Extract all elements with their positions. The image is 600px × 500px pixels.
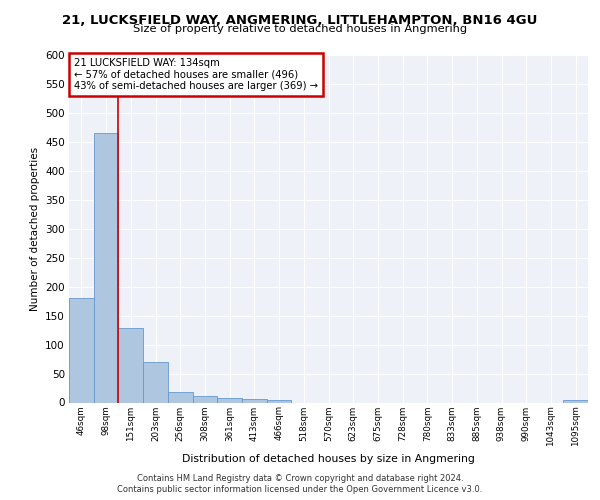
Bar [143,362,168,403]
Bar [242,399,267,402]
Bar [563,400,588,402]
Bar [217,398,242,402]
Bar [267,400,292,402]
X-axis label: Distribution of detached houses by size in Angmering: Distribution of detached houses by size … [182,454,475,464]
Text: 21, LUCKSFIELD WAY, ANGMERING, LITTLEHAMPTON, BN16 4GU: 21, LUCKSFIELD WAY, ANGMERING, LITTLEHAM… [62,14,538,27]
Bar [94,133,118,402]
Bar [118,328,143,402]
Bar [69,298,94,403]
Text: Size of property relative to detached houses in Angmering: Size of property relative to detached ho… [133,24,467,34]
Bar [168,392,193,402]
Text: 21 LUCKSFIELD WAY: 134sqm
← 57% of detached houses are smaller (496)
43% of semi: 21 LUCKSFIELD WAY: 134sqm ← 57% of detac… [74,58,318,91]
Y-axis label: Number of detached properties: Number of detached properties [29,146,40,311]
Bar [193,396,217,402]
Text: Contains HM Land Registry data © Crown copyright and database right 2024.
Contai: Contains HM Land Registry data © Crown c… [118,474,482,494]
